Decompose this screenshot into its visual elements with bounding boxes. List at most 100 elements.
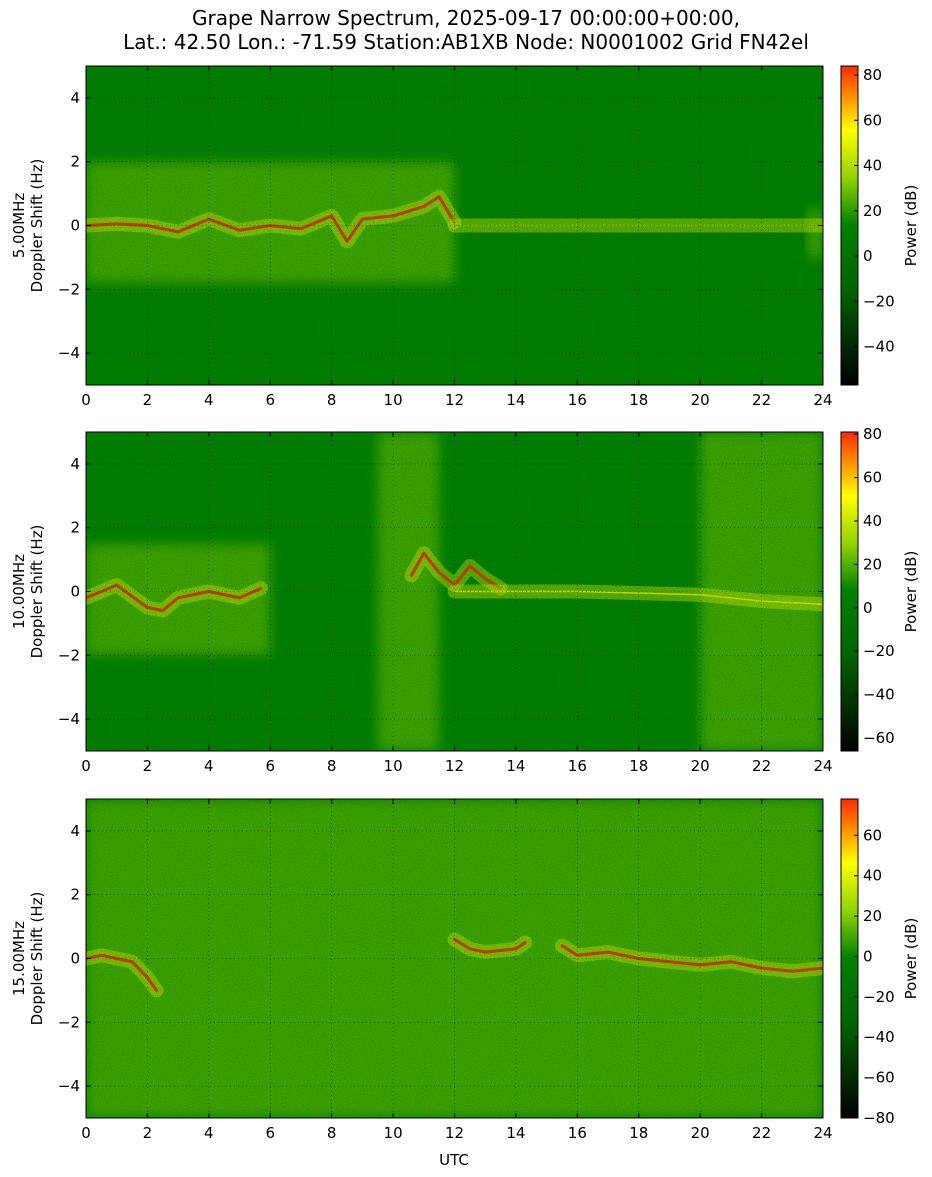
x-tick-label: 20	[691, 391, 710, 409]
x-tick-label: 20	[691, 1124, 710, 1142]
colorbar-tick-label: 20	[863, 202, 882, 220]
y-tick-label: 0	[70, 583, 80, 601]
colorbar-tick-label: −20	[863, 642, 895, 660]
heatmap-area	[86, 66, 823, 385]
x-tick-label: 14	[506, 391, 525, 409]
y-tick-label: 4	[70, 455, 80, 473]
x-tick-label: 8	[327, 1124, 337, 1142]
colorbar-tick-label: 60	[863, 826, 882, 844]
colorbar-tick-label: −40	[863, 686, 895, 704]
y-tick-label: 0	[70, 217, 80, 235]
x-tick-label: 16	[568, 757, 587, 775]
x-tick-label: 2	[143, 757, 153, 775]
colorbar-tick-label: 20	[863, 907, 882, 925]
x-tick-label: 2	[143, 1124, 153, 1142]
x-tick-label: 8	[327, 391, 337, 409]
x-tick-label: 10	[384, 1124, 403, 1142]
y-axis-label-line-1: 15.00MHz	[10, 921, 28, 996]
y-tick-label: −4	[58, 710, 80, 728]
x-tick-label: 12	[445, 391, 464, 409]
y-axis-label-line-1: 10.00MHz	[10, 554, 28, 629]
y-tick-label: −2	[58, 1013, 80, 1031]
x-tick-label: 10	[384, 757, 403, 775]
colorbar-tick-label: −80	[863, 1109, 895, 1127]
x-tick-label: 6	[265, 1124, 275, 1142]
chart-title-line-1: Grape Narrow Spectrum, 2025-09-17 00:00:…	[192, 6, 740, 30]
x-tick-label: 24	[813, 757, 832, 775]
x-axis-label: UTC	[439, 1151, 469, 1169]
colorbar-gradient	[840, 798, 859, 1119]
y-tick-label: 4	[70, 89, 80, 107]
colorbar: −40 −20 0 20 40 60 80 Power (dB)	[840, 65, 920, 386]
x-tick-label: 12	[445, 757, 464, 775]
y-axis-label-line-2: Doppler Shift (Hz)	[28, 525, 46, 659]
x-tick-label: 4	[204, 391, 214, 409]
colorbar-gradient	[840, 431, 859, 752]
colorbar-tick-label: 0	[863, 599, 873, 617]
colorbar-tick-label: −40	[863, 338, 895, 356]
x-tick-label: 8	[327, 757, 337, 775]
colorbar-tick-label: 60	[863, 111, 882, 129]
colorbar-tick-label: 40	[863, 157, 882, 175]
x-tick-label: 22	[752, 391, 771, 409]
colorbar-tick-label: 0	[863, 947, 873, 965]
colorbar-tick-label: −60	[863, 729, 895, 747]
colorbar-tick-label: −60	[863, 1069, 895, 1087]
y-tick-label: 2	[70, 886, 80, 904]
y-axis-label-line-1: 5.00MHz	[10, 193, 28, 259]
chart-title-line-2: Lat.: 42.50 Lon.: -71.59 Station:AB1XB N…	[123, 30, 809, 54]
y-tick-label: 0	[70, 950, 80, 968]
x-tick-label: 0	[81, 757, 91, 775]
x-tick-label: 16	[568, 391, 587, 409]
colorbar: −60 −40 −20 0 20 40 60 80 Power (dB)	[840, 425, 920, 752]
y-tick-label: −2	[58, 280, 80, 298]
x-tick-label: 10	[384, 391, 403, 409]
x-tick-label: 12	[445, 1124, 464, 1142]
x-tick-label: 2	[143, 391, 153, 409]
heatmap-area	[86, 432, 823, 751]
colorbar-tick-label: 40	[863, 867, 882, 885]
colorbar-label: Power (dB)	[902, 551, 920, 633]
y-tick-label: 4	[70, 822, 80, 840]
y-tick-label: −4	[58, 1077, 80, 1095]
y-tick-label: −2	[58, 646, 80, 664]
y-axis-label-line-2: Doppler Shift (Hz)	[28, 159, 46, 293]
x-tick-label: 22	[752, 757, 771, 775]
colorbar-tick-label: 80	[863, 425, 882, 443]
x-tick-label: 16	[568, 1124, 587, 1142]
heatmap-area	[86, 799, 823, 1118]
colorbar-tick-label: 0	[863, 247, 873, 265]
colorbar-tick-label: −20	[863, 292, 895, 310]
colorbar-tick-label: −20	[863, 988, 895, 1006]
colorbar-label: Power (dB)	[902, 185, 920, 267]
x-tick-label: 0	[81, 391, 91, 409]
y-axis-label-line-2: Doppler Shift (Hz)	[28, 892, 46, 1026]
x-tick-label: 22	[752, 1124, 771, 1142]
colorbar-tick-label: 40	[863, 512, 882, 530]
colorbar-tick-label: 20	[863, 555, 882, 573]
x-tick-label: 0	[81, 1124, 91, 1142]
x-tick-label: 18	[629, 1124, 648, 1142]
x-tick-label: 6	[265, 757, 275, 775]
y-tick-label: 2	[70, 519, 80, 537]
y-tick-label: −4	[58, 344, 80, 362]
x-tick-label: 24	[813, 391, 832, 409]
colorbar: −80 −60 −40 −20 0 20 40 60 Power (dB)	[840, 798, 920, 1127]
colorbar-tick-label: 80	[863, 66, 882, 84]
colorbar-tick-label: −40	[863, 1028, 895, 1046]
x-tick-label: 18	[629, 757, 648, 775]
colorbar-gradient	[840, 65, 859, 386]
x-tick-label: 4	[204, 1124, 214, 1142]
colorbar-tick-label: 60	[863, 469, 882, 487]
x-tick-label: 14	[506, 757, 525, 775]
y-tick-label: 2	[70, 153, 80, 171]
x-tick-label: 14	[506, 1124, 525, 1142]
x-tick-label: 20	[691, 757, 710, 775]
x-tick-label: 6	[265, 391, 275, 409]
x-tick-label: 4	[204, 757, 214, 775]
colorbar-label: Power (dB)	[902, 918, 920, 1000]
